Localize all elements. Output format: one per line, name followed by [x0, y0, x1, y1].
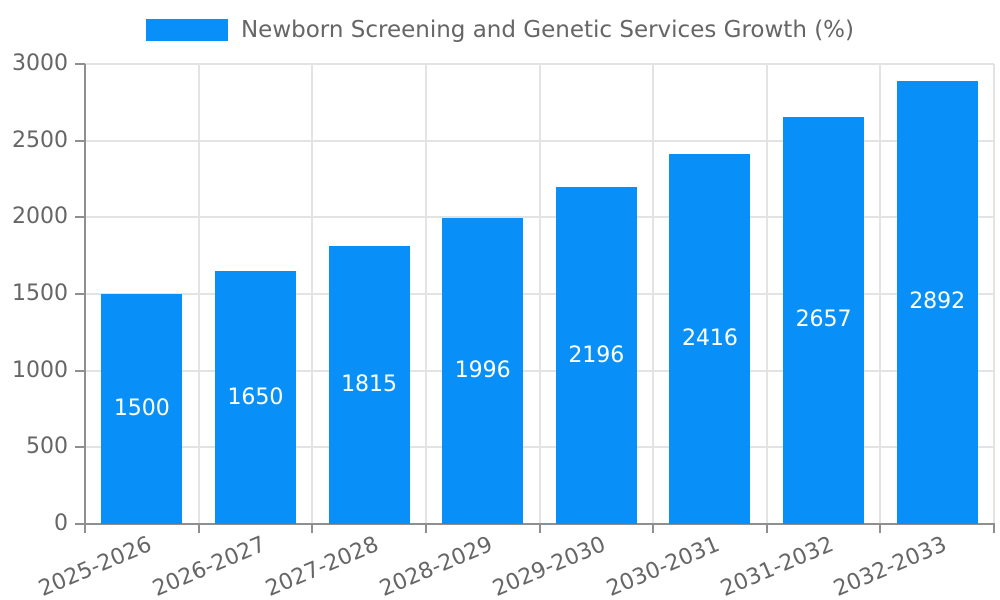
y-tick-label: 3000 — [12, 51, 68, 76]
bar-value-label: 1996 — [454, 357, 511, 383]
bar: 2196 — [555, 187, 637, 524]
legend-color-swatch — [145, 19, 228, 41]
x-tick-mark — [311, 524, 314, 533]
legend-label: Newborn Screening and Genetic Services G… — [240, 17, 855, 43]
y-tick-label: 2000 — [12, 204, 68, 230]
y-tick-mark — [75, 63, 85, 65]
bar: 2416 — [669, 153, 751, 524]
y-tick-mark — [75, 216, 85, 219]
x-tick-mark — [765, 524, 768, 533]
y-tick-label: 0 — [54, 511, 68, 536]
x-grid-line — [993, 64, 995, 524]
bar: 2657 — [783, 116, 865, 524]
bar: 1650 — [214, 271, 296, 524]
x-tick-label: 2031-2032 — [716, 532, 837, 600]
x-tick-mark — [84, 524, 86, 533]
x-tick-mark — [879, 524, 882, 533]
y-tick-mark — [75, 139, 85, 142]
y-tick-mark — [75, 523, 85, 525]
y-tick-label: 500 — [26, 434, 68, 460]
y-tick-label: 2500 — [12, 127, 68, 153]
x-tick-label: 2029-2030 — [489, 532, 610, 600]
x-tick-mark — [424, 524, 427, 533]
bar: 1500 — [101, 294, 183, 524]
x-grid-line — [879, 64, 882, 524]
x-tick-label: 2030-2031 — [603, 532, 724, 600]
x-tick-label: 2026-2027 — [148, 532, 269, 600]
bar-value-label: 1815 — [341, 371, 398, 397]
x-tick-mark — [197, 524, 200, 533]
bar-value-label: 1500 — [113, 396, 170, 421]
x-tick-label: 2028-2029 — [375, 532, 497, 600]
bar-value-label: 2892 — [909, 289, 966, 315]
x-tick-label: 2027-2028 — [262, 532, 383, 600]
x-tick-mark — [993, 524, 995, 533]
bar-value-label: 2196 — [568, 342, 625, 368]
x-tick-label: 2025-2026 — [35, 532, 156, 600]
x-grid-line — [197, 64, 200, 524]
x-tick-mark — [652, 524, 655, 533]
y-tick-mark — [75, 369, 85, 372]
y-tick-label: 1000 — [12, 357, 68, 383]
bar-value-label: 2416 — [681, 325, 738, 351]
x-axis-line — [84, 523, 995, 525]
y-tick-mark — [75, 293, 85, 295]
x-tick-mark — [538, 524, 541, 533]
x-tick-label: 2032-2033 — [830, 532, 951, 600]
x-grid-line — [652, 64, 655, 524]
y-axis-line — [84, 64, 86, 524]
chart-legend: Newborn Screening and Genetic Services G… — [0, 17, 1000, 43]
x-grid-line — [765, 64, 768, 524]
bar-value-label: 1650 — [227, 384, 284, 410]
x-grid-line — [424, 64, 427, 524]
y-tick-mark — [75, 446, 85, 449]
x-grid-line — [538, 64, 541, 524]
bar: 2892 — [896, 80, 978, 524]
bar-value-label: 2657 — [795, 307, 852, 333]
x-grid-line — [311, 64, 314, 524]
bar: 1996 — [442, 217, 524, 524]
y-tick-label: 1500 — [12, 281, 68, 306]
bar: 1815 — [328, 245, 410, 524]
